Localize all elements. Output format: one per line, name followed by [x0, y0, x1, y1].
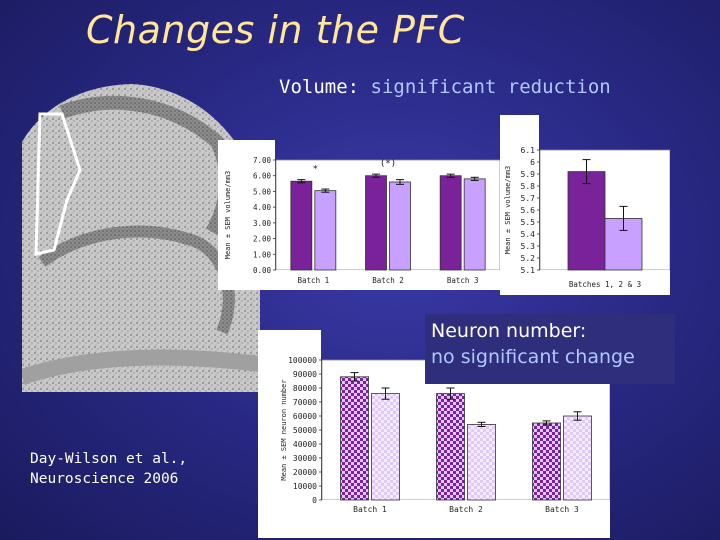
- c1-ytick-label: 2.00: [253, 235, 272, 244]
- c3-bar: [563, 415, 592, 501]
- c2-ytick-label: 5.9: [521, 170, 536, 179]
- c1-ytick-label: 7.00: [253, 156, 272, 165]
- c2-category-area: [539, 270, 670, 295]
- slide-subtitle: Volume: significant reduction: [279, 76, 611, 98]
- neuron-number-callout: Neuron number: no significant change: [425, 314, 675, 384]
- c2-category-label: Batches 1, 2 & 3: [569, 280, 641, 289]
- citation: Day-Wilson et al., Neuroscience 2006: [30, 451, 188, 487]
- c3-bar: [436, 393, 465, 501]
- c1-ytick-label: 5.00: [253, 187, 272, 196]
- c3-ytick-label: 50000: [293, 426, 317, 435]
- subtitle-highlight: significant reduction: [370, 76, 611, 98]
- callout-line-1: Neuron number:: [431, 320, 587, 342]
- c3-category-label: Batch 2: [449, 505, 483, 514]
- c2-ytick-label: 6.1: [521, 146, 536, 155]
- volume-by-batch-chart: 0.00 1.00 2.00 3.00 4.00 5.00 6.00 7.00 Mean ± S…: [218, 140, 500, 290]
- brain-section-image: [22, 84, 261, 392]
- c2-ylabel: Mean ± SEM volume/mm3: [504, 166, 512, 255]
- c3-bar: [340, 376, 369, 501]
- c1-ylabel: Mean ± SEM volume/mm3: [224, 171, 232, 260]
- c1-bar: [290, 180, 313, 271]
- c1-ytick-label: 1.00: [253, 250, 272, 259]
- c1-bar: [365, 175, 387, 271]
- c2-ytick-label: 5.5: [521, 218, 536, 227]
- c2-ytick-label: 5.4: [521, 230, 536, 239]
- c3-ytick-label: 90000: [293, 370, 317, 379]
- c3-category-area: [321, 500, 610, 538]
- c2-ytick-label: 5.2: [521, 254, 536, 263]
- c3-category-label: Batch 1: [353, 505, 387, 514]
- c3-bar: [532, 422, 561, 501]
- c2-ytick-label: 5.8: [521, 182, 536, 191]
- c3-ytick-label: 0: [312, 496, 317, 505]
- c1-annotation: *: [313, 165, 318, 175]
- c1-category-label: Batch 2: [372, 276, 404, 285]
- c3-ytick-label: 80000: [293, 384, 317, 393]
- c2-ytick-label: 5.1: [521, 266, 536, 275]
- c1-category-label: Batch 3: [447, 276, 479, 285]
- subtitle-label: Volume:: [279, 76, 371, 98]
- c3-ytick-label: 30000: [293, 454, 317, 463]
- c2-label-area: [500, 115, 539, 295]
- c3-bar: [371, 393, 400, 501]
- neuron-number-chart: 0 10000 20000 30000 40000 50000 60000 70000 8000…: [258, 330, 610, 538]
- c2-ytick-label: 5.3: [521, 242, 536, 251]
- volume-pooled-chart: 5.1 5.2 5.3 5.4 5.5 5.6 5.7 5.8 5.9 6 6.1 Mean ± SE…: [500, 115, 670, 295]
- c3-category-label: Batch 3: [545, 505, 579, 514]
- slide-title: Changes in the PFC: [86, 8, 465, 52]
- c2-ytick-label: 5.6: [521, 206, 536, 215]
- c1-bar: [314, 190, 337, 271]
- c3-ytick-label: 10000: [293, 482, 317, 491]
- c1-bar: [439, 175, 462, 271]
- c1-label-area: [218, 140, 275, 290]
- c1-ytick-label: 3.00: [253, 219, 272, 228]
- c1-ytick-label: 4.00: [253, 203, 272, 212]
- c2-ytick-label: 6: [530, 158, 535, 167]
- c3-ytick-label: 40000: [293, 440, 317, 449]
- c3-ytick-label: 70000: [293, 398, 317, 407]
- c1-annotation: (*): [380, 159, 396, 169]
- c1-plot-area: [275, 159, 500, 271]
- c1-bar: [463, 178, 486, 271]
- c2-ytick-label: 5.7: [521, 194, 536, 203]
- c2-bar: [567, 171, 606, 271]
- c3-ytick-label: 20000: [293, 468, 317, 477]
- c3-ylabel: Mean ± SEM neuron number: [280, 379, 288, 480]
- c3-ytick-label: 100000: [288, 356, 317, 365]
- callout-line-2: no significant change: [431, 346, 635, 368]
- c3-bar: [467, 424, 496, 501]
- c1-ytick-label: 0.00: [253, 266, 272, 275]
- c1-category-label: Batch 1: [298, 276, 330, 285]
- c3-ytick-label: 60000: [293, 412, 317, 421]
- c1-category-area: [275, 270, 500, 290]
- c1-bar: [389, 181, 411, 271]
- c3-label-area: [258, 330, 321, 538]
- c1-ytick-label: 6.00: [253, 172, 272, 181]
